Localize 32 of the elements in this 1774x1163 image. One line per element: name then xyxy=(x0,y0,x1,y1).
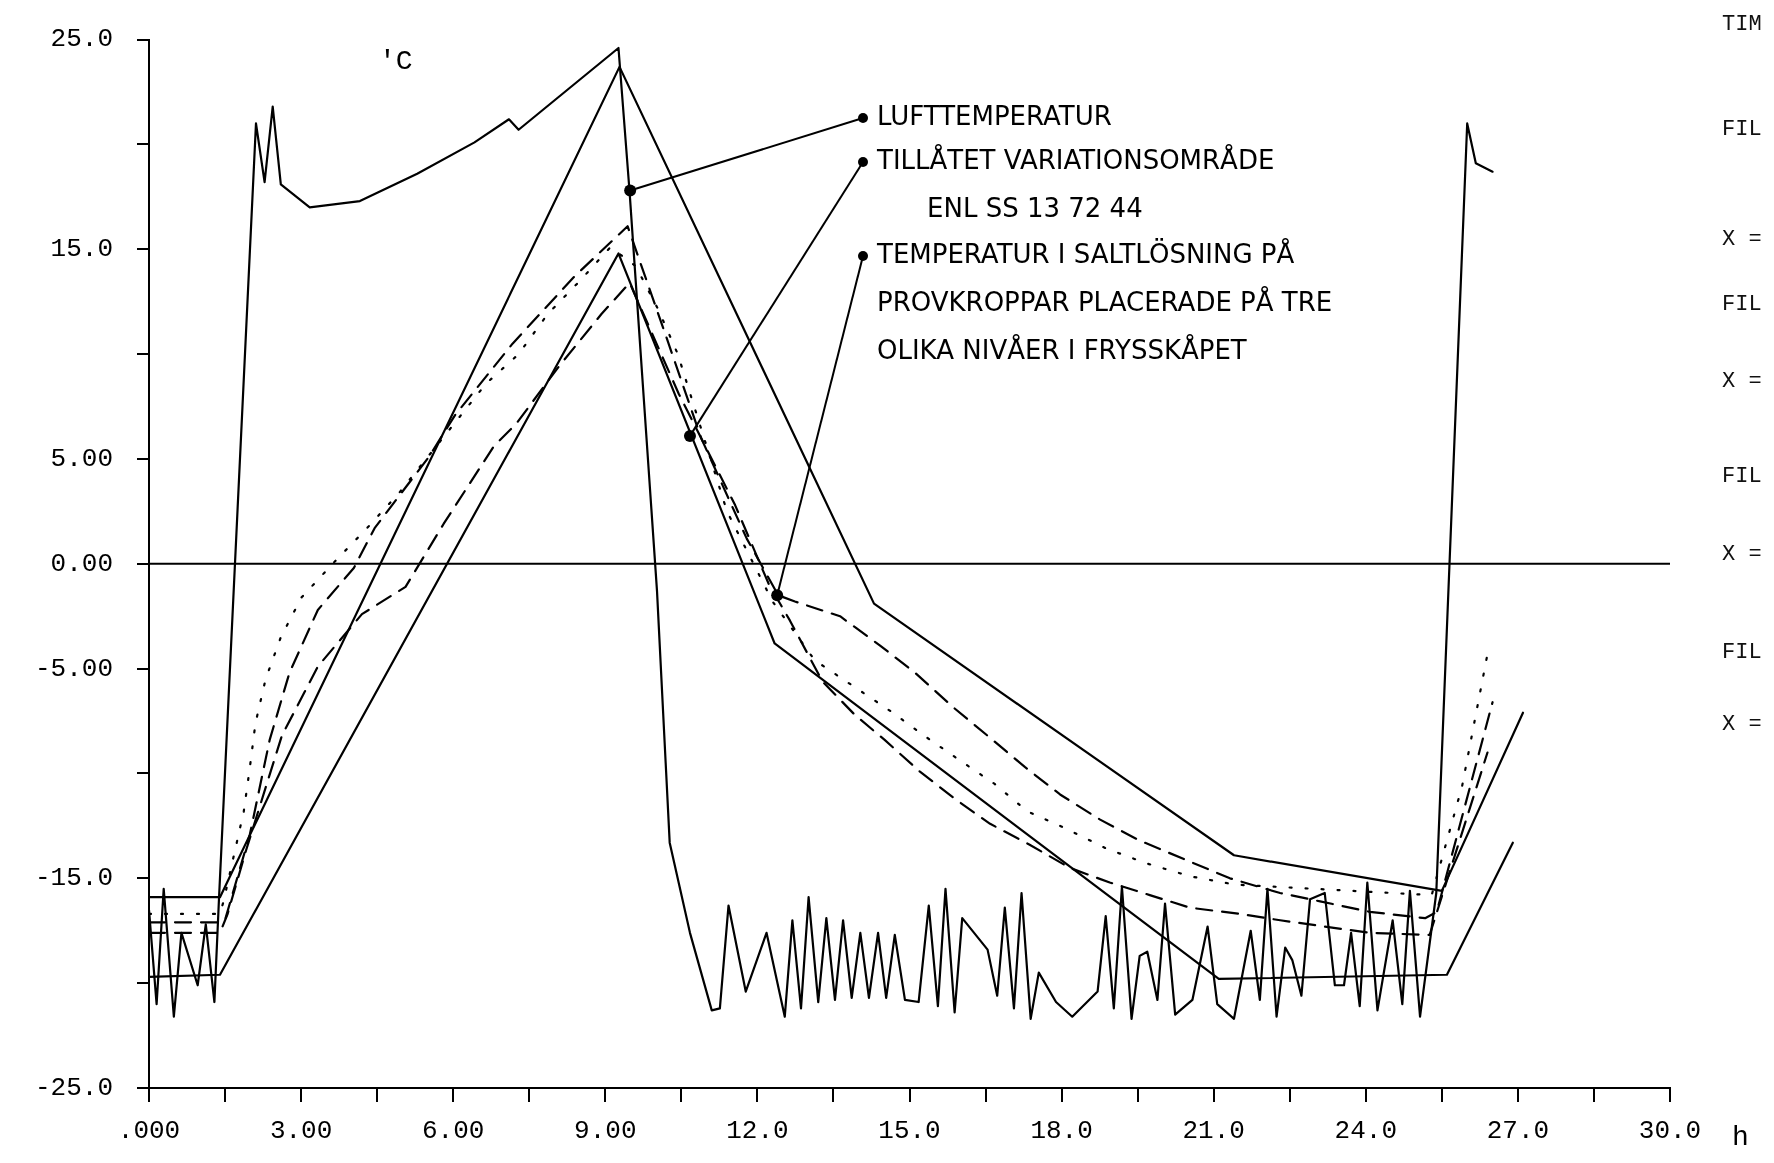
text: FIL xyxy=(1722,640,1762,665)
x-axis-title: h xyxy=(1732,1122,1749,1154)
y-tick-label: 5.00 xyxy=(50,443,113,474)
x-tick-label: 9.00 xyxy=(574,1116,637,1147)
annotation: TILLÅTET VARIATIONSOMRÅDE ENL SS 13 72 44 xyxy=(876,143,1275,223)
y-tick-label: -15.0 xyxy=(34,863,113,894)
x-tick-label: 3.00 xyxy=(269,1116,333,1147)
y-tick-label: 25.0 xyxy=(50,24,113,55)
text: FIL xyxy=(1722,292,1762,317)
annotation: TEMPERATUR I SALTLÖSNING PÅ PROVKROPPAR PLACERADE PÅ TRE OLIKA NIVÅER I FRYSSKÅPET xyxy=(876,237,1333,365)
text: X = xyxy=(1722,369,1762,394)
text: X = xyxy=(1722,227,1762,252)
text: X = xyxy=(1722,542,1762,567)
y-axis-title: 'C xyxy=(379,46,413,78)
text: FIL xyxy=(1722,464,1762,489)
x-tick-label: 12.0 xyxy=(726,1116,789,1147)
x-tick-label: 30.0 xyxy=(1638,1116,1702,1147)
x-tick-label: 21.0 xyxy=(1182,1116,1245,1147)
x-tick-label: .000 xyxy=(117,1116,181,1147)
y-tick-label: -25.0 xyxy=(34,1072,113,1103)
y-tick-label: 15.0 xyxy=(50,234,113,265)
x-tick-label: 6.00 xyxy=(421,1116,485,1147)
annotation: LUFTTEMPERATUR xyxy=(877,100,1112,131)
x-tick-label: 15.0 xyxy=(878,1116,941,1147)
x-tick-label: 18.0 xyxy=(1030,1116,1093,1147)
text: FIL xyxy=(1722,117,1762,142)
text: X = xyxy=(1722,712,1762,737)
x-tick-label: 27.0 xyxy=(1486,1116,1550,1147)
y-tick-label: 0.00 xyxy=(50,548,113,579)
text: TIM xyxy=(1722,12,1762,37)
y-tick-label: -5.00 xyxy=(34,653,113,684)
x-tick-label: 24.0 xyxy=(1334,1116,1398,1147)
